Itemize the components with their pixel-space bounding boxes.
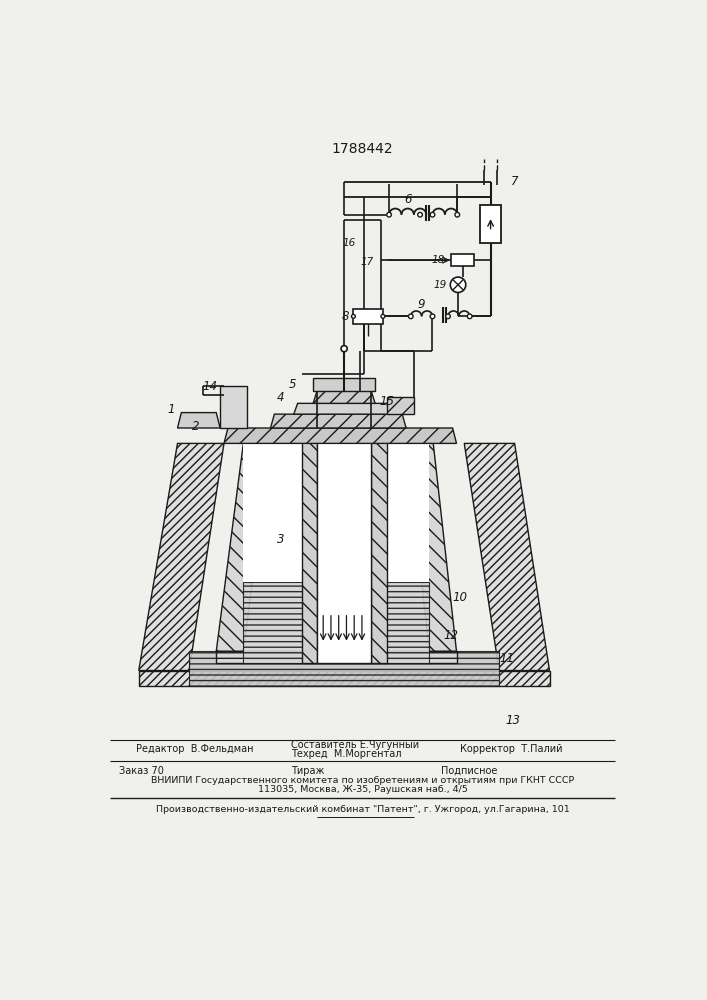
- Text: 5: 5: [289, 378, 297, 391]
- Polygon shape: [243, 582, 429, 663]
- Text: 8: 8: [341, 310, 349, 323]
- Text: 13: 13: [506, 714, 520, 727]
- Text: 7: 7: [511, 175, 518, 188]
- Text: 15: 15: [379, 395, 395, 408]
- Text: 12: 12: [443, 629, 459, 642]
- Polygon shape: [387, 397, 414, 414]
- Polygon shape: [317, 428, 371, 663]
- Circle shape: [430, 314, 435, 319]
- Text: ВНИИПИ Государственного комитета по изобретениям и открытиям при ГКНТ СССР: ВНИИПИ Государственного комитета по изоб…: [151, 776, 574, 785]
- Text: 9: 9: [418, 298, 426, 311]
- Circle shape: [381, 314, 385, 318]
- Circle shape: [341, 346, 347, 352]
- Text: 18: 18: [432, 255, 445, 265]
- Polygon shape: [177, 413, 220, 428]
- Bar: [451, 254, 474, 266]
- Text: 11: 11: [499, 652, 515, 666]
- Polygon shape: [371, 428, 387, 663]
- Polygon shape: [293, 403, 391, 414]
- Text: Составитель Е.Чугунный: Составитель Е.Чугунный: [291, 740, 419, 750]
- Circle shape: [467, 314, 472, 319]
- Circle shape: [387, 212, 392, 217]
- Text: 10: 10: [453, 591, 468, 604]
- Polygon shape: [271, 414, 406, 428]
- Text: Производственно-издательский комбинат "Патент", г. Ужгород, ул.Гагарина, 101: Производственно-издательский комбинат "П…: [156, 805, 570, 814]
- Polygon shape: [220, 386, 247, 428]
- Text: Техред  М.Моргентал: Техред М.Моргентал: [291, 749, 402, 759]
- Text: 4: 4: [277, 391, 284, 404]
- Text: 1788442: 1788442: [332, 142, 394, 156]
- Polygon shape: [243, 443, 429, 582]
- Text: 6: 6: [404, 193, 411, 206]
- Polygon shape: [224, 428, 457, 443]
- Polygon shape: [464, 443, 549, 671]
- Text: Редактор  В.Фельдман: Редактор В.Фельдман: [136, 744, 254, 754]
- Polygon shape: [216, 443, 271, 651]
- Polygon shape: [406, 443, 457, 651]
- Text: 3: 3: [277, 533, 284, 546]
- Text: 17: 17: [361, 257, 373, 267]
- Text: 2: 2: [192, 420, 199, 433]
- Polygon shape: [139, 671, 549, 686]
- Bar: [480, 205, 501, 243]
- Polygon shape: [139, 443, 224, 671]
- Polygon shape: [301, 428, 317, 663]
- Text: Подписное: Подписное: [441, 766, 498, 776]
- Polygon shape: [313, 378, 375, 391]
- Text: 1: 1: [168, 403, 175, 416]
- Text: 19: 19: [434, 280, 448, 290]
- Circle shape: [450, 277, 466, 292]
- Bar: [354, 309, 383, 324]
- Text: 14: 14: [202, 380, 218, 393]
- Circle shape: [430, 212, 435, 217]
- Circle shape: [351, 314, 356, 318]
- Circle shape: [418, 212, 422, 217]
- Text: Тираж: Тираж: [291, 766, 325, 776]
- Polygon shape: [189, 651, 499, 686]
- Polygon shape: [216, 651, 457, 663]
- Text: 16: 16: [342, 238, 356, 248]
- Circle shape: [409, 314, 413, 319]
- Text: Корректор  Т.Палий: Корректор Т.Палий: [460, 744, 563, 754]
- Polygon shape: [313, 391, 375, 403]
- Text: 113035, Москва, Ж-35, Раушская наб., 4/5: 113035, Москва, Ж-35, Раушская наб., 4/5: [258, 785, 467, 794]
- Circle shape: [455, 212, 460, 217]
- Text: Заказ 70: Заказ 70: [119, 766, 164, 776]
- Circle shape: [445, 314, 450, 319]
